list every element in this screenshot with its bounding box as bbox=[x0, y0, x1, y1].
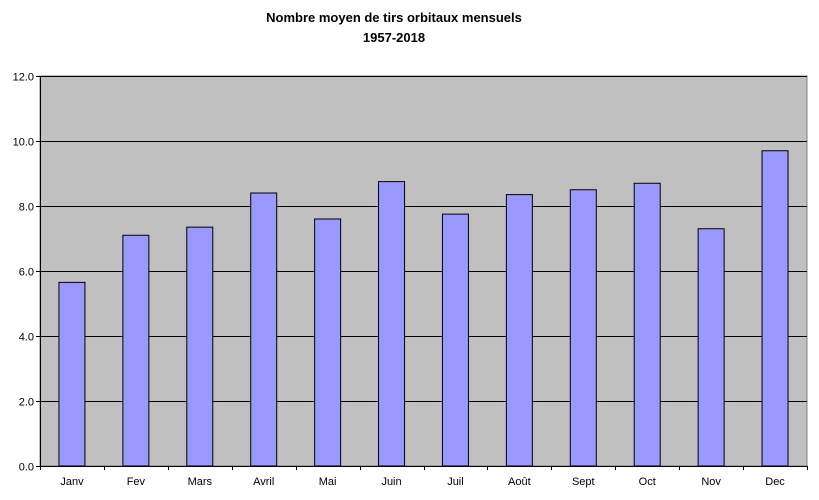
bar-juil bbox=[441, 213, 469, 467]
bar-dec bbox=[761, 150, 789, 467]
x-tick-label: Sept bbox=[572, 476, 595, 488]
axes bbox=[36, 76, 808, 470]
x-tick-label: Mars bbox=[188, 476, 213, 488]
x-tick-label: Oct bbox=[639, 476, 656, 488]
bar-janv bbox=[58, 281, 86, 467]
chart-title: Nombre moyen de tirs orbitaux mensuels bbox=[266, 10, 522, 25]
bar-mai bbox=[314, 218, 342, 467]
x-tick-label: Mai bbox=[319, 476, 337, 488]
x-tick-label: Fev bbox=[127, 476, 146, 488]
x-tick-label: Avril bbox=[253, 476, 274, 488]
x-tick-label: Dec bbox=[765, 476, 785, 488]
bar-oct bbox=[633, 182, 661, 467]
y-tick-label: 2.0 bbox=[19, 397, 34, 409]
bar-août bbox=[505, 194, 533, 467]
bar-sept bbox=[569, 189, 597, 467]
y-tick-label: 0.0 bbox=[19, 462, 34, 474]
x-tick-labels: Janv Fev Mars Avril Mai Juin Juil Août Sept Oct No… bbox=[60, 476, 785, 488]
bar-nov bbox=[697, 228, 725, 467]
y-tick-label: 12.0 bbox=[13, 72, 34, 84]
bar-fev bbox=[122, 234, 150, 467]
x-tick-label: Août bbox=[508, 476, 531, 488]
x-tick-label: Juil bbox=[447, 476, 464, 488]
bars bbox=[58, 150, 789, 467]
y-tick-labels: 0.0 2.0 4.0 6.0 8.0 10.0 12.0 bbox=[13, 72, 34, 474]
x-tick-label: Nov bbox=[701, 476, 721, 488]
y-tick-label: 8.0 bbox=[19, 202, 34, 214]
x-tick-label: Janv bbox=[60, 476, 84, 488]
y-tick-label: 6.0 bbox=[19, 267, 34, 279]
bar-mars bbox=[186, 226, 214, 467]
x-tick-label: Juin bbox=[381, 476, 401, 488]
chart-subtitle: 1957-2018 bbox=[363, 30, 425, 45]
y-tick-label: 10.0 bbox=[13, 137, 34, 149]
y-tick-label: 4.0 bbox=[19, 332, 34, 344]
bar-avril bbox=[250, 192, 278, 467]
bar-juin bbox=[378, 181, 406, 467]
